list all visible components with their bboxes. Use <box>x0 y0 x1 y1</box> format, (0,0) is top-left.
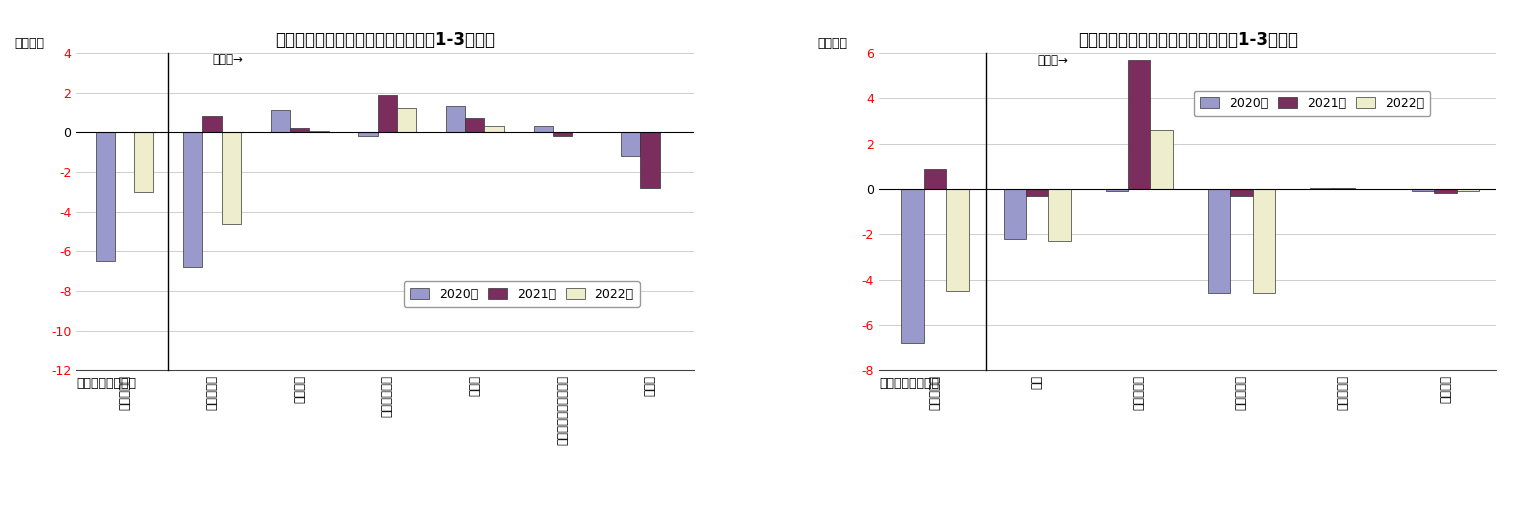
Bar <box>397 108 417 132</box>
Bar <box>1106 189 1128 191</box>
Bar <box>1457 189 1480 191</box>
Text: （資料）日本銀行: （資料）日本銀行 <box>76 377 136 390</box>
Bar <box>1128 60 1150 189</box>
Bar <box>1412 189 1434 191</box>
Bar <box>466 118 484 132</box>
Bar <box>1434 189 1457 194</box>
Bar <box>183 132 203 267</box>
Title: （図表６）家計資産のフロー（各年1-3月期）: （図表６）家計資産のフロー（各年1-3月期） <box>275 31 495 49</box>
Bar <box>947 189 968 291</box>
Text: 内訳　→: 内訳 → <box>1037 54 1067 67</box>
Bar <box>533 126 553 132</box>
Bar <box>1231 189 1252 196</box>
Bar <box>1003 189 1026 239</box>
Bar <box>1026 189 1049 196</box>
Bar <box>621 132 640 156</box>
Bar <box>1252 189 1275 293</box>
Bar <box>359 132 377 136</box>
Bar <box>484 126 504 132</box>
Text: （兆円）: （兆円） <box>817 37 847 50</box>
Bar <box>203 116 221 132</box>
Text: 内訳　→: 内訳 → <box>212 53 243 66</box>
Bar <box>377 95 397 132</box>
Bar <box>270 111 290 132</box>
Bar <box>1150 130 1173 189</box>
Bar <box>310 131 328 132</box>
Text: （兆円）: （兆円） <box>15 37 44 50</box>
Bar <box>1049 189 1070 241</box>
Title: （図表７）現・預金のフロー（各年1-3月期）: （図表７）現・預金のフロー（各年1-3月期） <box>1078 31 1298 49</box>
Legend: 2020年, 2021年, 2022年: 2020年, 2021年, 2022年 <box>403 281 640 307</box>
Bar <box>553 132 573 136</box>
Bar <box>924 169 947 189</box>
Bar <box>221 132 241 224</box>
Bar <box>1208 189 1231 293</box>
Bar <box>446 106 466 132</box>
Bar <box>134 132 153 192</box>
Bar <box>96 132 115 261</box>
Bar <box>901 189 924 343</box>
Text: （資料）日本銀行: （資料）日本銀行 <box>880 377 939 390</box>
Legend: 2020年, 2021年, 2022年: 2020年, 2021年, 2022年 <box>1194 91 1431 116</box>
Bar <box>640 132 660 188</box>
Bar <box>290 129 310 132</box>
